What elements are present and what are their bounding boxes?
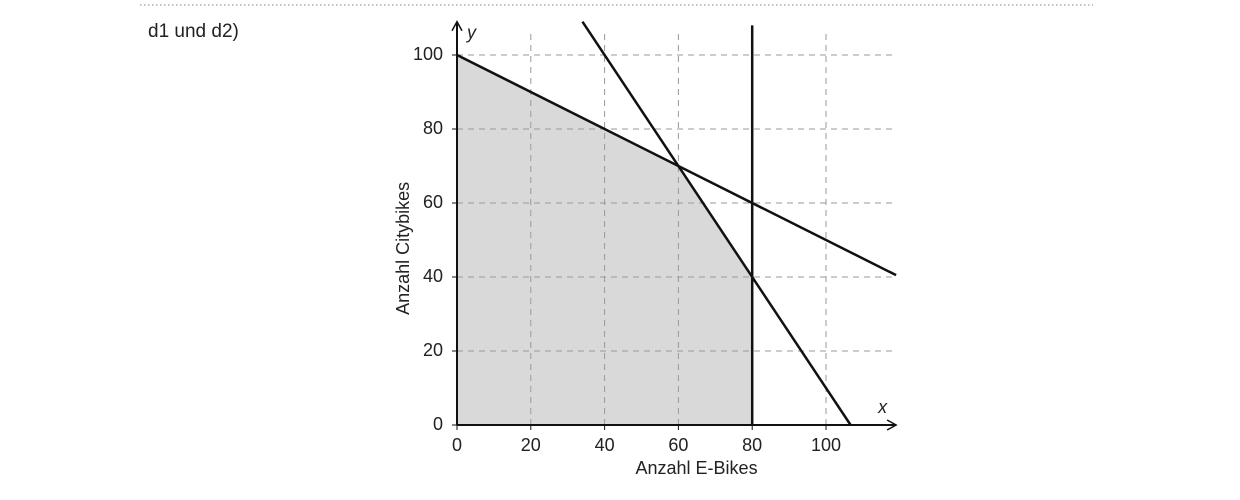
- y-tick-label: 0: [433, 414, 443, 434]
- x-axis-letter: x: [877, 397, 888, 417]
- x-axis-arrow: [886, 419, 898, 431]
- x-tick-label: 60: [668, 435, 688, 455]
- y-tick-label: 20: [423, 340, 443, 360]
- section-label: d1 und d2): [148, 21, 239, 42]
- constraint-line: [581, 21, 852, 426]
- y-tick-label: 80: [423, 118, 443, 138]
- x-tick-label: 80: [742, 435, 762, 455]
- y-tick-label: 40: [423, 266, 443, 286]
- y-axis-label: Anzahl Citybikes: [393, 182, 413, 315]
- x-tick-label: 20: [521, 435, 541, 455]
- y-axis-arrow: [451, 20, 463, 32]
- x-axis-label: Anzahl E-Bikes: [636, 458, 758, 478]
- x-tick-label: 40: [595, 435, 615, 455]
- x-tick-label: 100: [811, 435, 841, 455]
- y-axis-letter: y: [465, 22, 477, 42]
- y-tick-label: 100: [413, 44, 443, 64]
- x-tick-label: 0: [452, 435, 462, 455]
- y-tick-label: 60: [423, 192, 443, 212]
